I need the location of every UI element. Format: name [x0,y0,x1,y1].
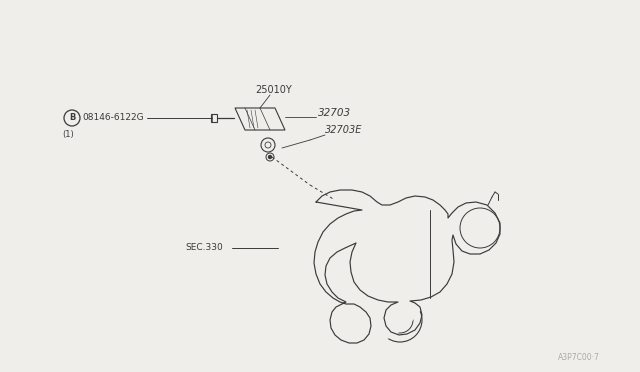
Text: A3P7C00·7: A3P7C00·7 [558,353,600,362]
Circle shape [269,155,271,158]
Polygon shape [235,108,285,130]
Text: (1): (1) [62,129,74,138]
Text: SEC.330: SEC.330 [185,244,223,253]
Circle shape [308,286,352,330]
Text: B: B [69,113,75,122]
Text: 32703E: 32703E [325,125,362,135]
Circle shape [277,190,433,346]
Text: 32703: 32703 [318,108,351,118]
FancyBboxPatch shape [211,114,217,122]
Text: 08146-6122G: 08146-6122G [82,113,143,122]
Text: 25010Y: 25010Y [255,85,292,95]
